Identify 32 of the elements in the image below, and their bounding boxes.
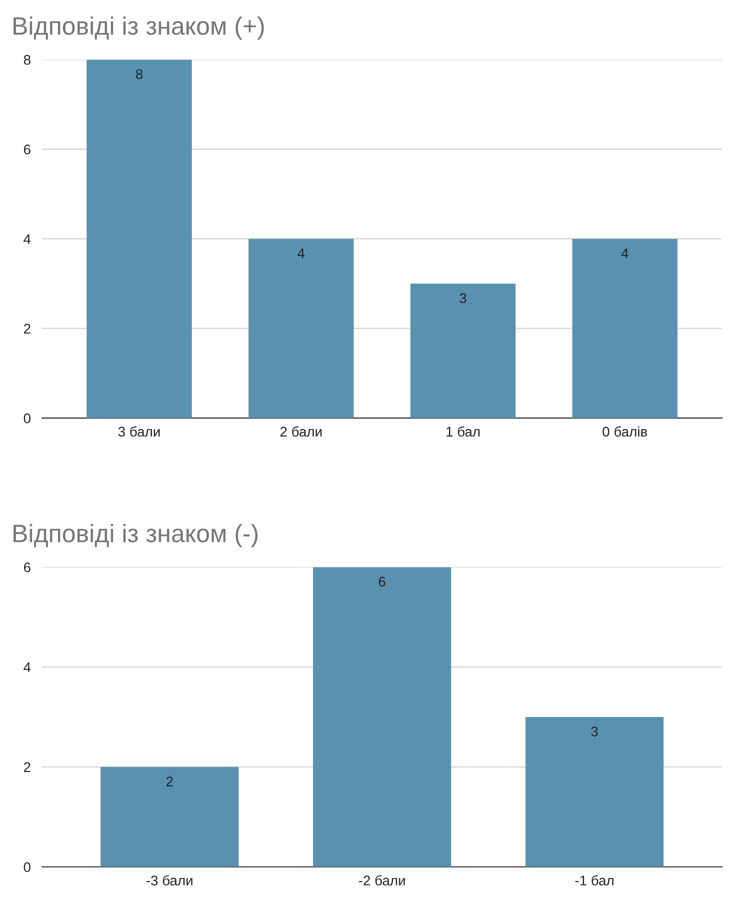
x-tick-label: -3 бали [146,875,192,886]
y-tick-label: 4 [24,234,31,244]
x-tick-label: 3 бали [118,426,160,437]
y-tick-label: 0 [24,413,30,424]
y-tick-label: 0 [24,862,30,872]
bar [313,567,452,867]
y-tick-label: 2 [24,762,30,772]
y-tick-label: 6 [24,144,30,154]
bar [525,716,664,867]
data-label: 8 [136,69,143,80]
bar [86,60,192,418]
y-tick-label: 8 [24,54,30,65]
x-tick-label: 1 бал [446,426,480,437]
x-tick-label: -2 бали [358,875,405,886]
data-label: 3 [460,293,466,304]
y-tick-label: 6 [24,562,30,572]
data-label: 4 [298,248,305,258]
data-label: 4 [621,248,628,258]
bar [572,238,678,418]
x-tick-label: 0 балів [602,426,648,437]
chart-title: Відповіді із знаком (+) [14,16,264,40]
bar [410,284,516,418]
data-label: 2 [166,776,173,786]
data-label: 3 [591,726,598,736]
chart-title: Відповіді із знаком (-) [14,524,258,548]
y-tick-label: 2 [24,324,30,334]
data-label: 6 [378,576,386,587]
x-tick-label: 2 бали [280,426,322,437]
x-tick-label: -1 бал [575,875,614,886]
bar [100,766,239,867]
bar [248,238,354,418]
y-tick-label: 4 [24,662,31,672]
